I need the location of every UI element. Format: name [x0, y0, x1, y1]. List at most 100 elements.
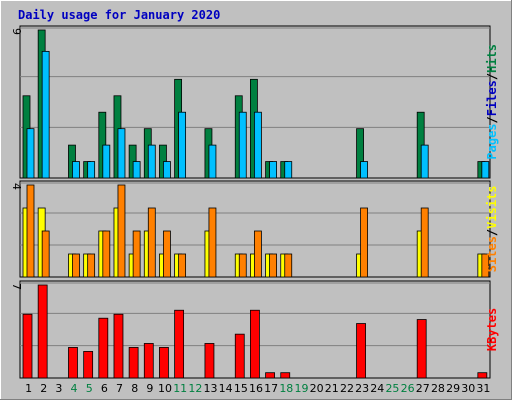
- x-tick-label-day-18: 18: [279, 382, 293, 395]
- panel-3: 7 KBytes: [10, 280, 499, 379]
- x-tick-label-day-29: 29: [446, 382, 460, 395]
- bar-sites-day-18: [284, 253, 293, 278]
- bar-sites-day-8: [132, 230, 141, 278]
- x-tick-label-day-14: 14: [219, 382, 233, 395]
- x-tick-label-day-31: 31: [476, 382, 490, 395]
- x-tick-label-day-9: 9: [146, 382, 153, 395]
- panel-1-legend-label: Pages/Files/Hits: [485, 44, 499, 160]
- bar-kbytes-day-18: [280, 372, 291, 379]
- bar-sites-day-11: [178, 253, 187, 278]
- bar-sites-day-4: [72, 253, 80, 278]
- bar-sites-day-2: [41, 230, 50, 278]
- bar-sites-day-13: [208, 207, 217, 278]
- bar-kbytes-day-27: [416, 319, 427, 379]
- legend-part-kbytes: KBytes: [485, 308, 499, 351]
- bar-sites-day-17: [269, 253, 277, 278]
- bar-files-day-17: [269, 161, 277, 179]
- panel-3-max-label: 7: [10, 283, 23, 290]
- bar-files-day-9: [147, 144, 156, 179]
- x-axis-ticks: 1 2 3 4 5 6 7 8 9 10 11 12 13 14 15 16 17 18 19 20 21 22 23 24 2…: [25, 382, 490, 395]
- x-tick-label-day-22: 22: [340, 382, 354, 395]
- x-tick-label-day-15: 15: [234, 382, 248, 395]
- bar-sites-day-23: [360, 207, 368, 278]
- x-tick-label-day-24: 24: [370, 382, 384, 395]
- bar-files-day-11: [178, 111, 187, 179]
- x-tick-label-day-7: 7: [116, 382, 123, 395]
- x-tick-label-day-6: 6: [101, 382, 108, 395]
- bar-files-day-15: [238, 111, 247, 179]
- x-tick-label-day-28: 28: [431, 382, 445, 395]
- panel-1-max-label: 9: [10, 28, 23, 35]
- bar-kbytes-day-13: [204, 343, 215, 379]
- panel-2-max-label: 4: [10, 183, 23, 190]
- panel-3-legend-label: KBytes: [485, 308, 499, 351]
- bar-kbytes-day-2: [37, 284, 48, 379]
- bar-kbytes-day-23: [356, 323, 366, 379]
- bar-files-day-4: [72, 161, 80, 179]
- bar-files-day-6: [102, 144, 111, 179]
- bar-sites-day-31: [481, 253, 490, 278]
- bar-sites-day-27: [420, 207, 429, 278]
- bar-kbytes-day-10: [159, 347, 169, 379]
- x-tick-label-day-30: 30: [461, 382, 475, 395]
- bar-sites-day-7: [117, 184, 126, 278]
- bar-files-day-13: [208, 144, 217, 179]
- x-tick-label-day-20: 20: [310, 382, 324, 395]
- legend-part-files: Files: [485, 80, 499, 116]
- x-tick-label-day-11: 11: [173, 382, 187, 395]
- bar-sites-day-5: [87, 253, 96, 278]
- bar-kbytes-day-1: [22, 313, 33, 379]
- x-tick-label-day-8: 8: [131, 382, 138, 395]
- x-tick-label-day-27: 27: [416, 382, 430, 395]
- x-tick-label-day-16: 16: [249, 382, 263, 395]
- bar-files-day-16: [254, 111, 262, 179]
- x-tick-label-day-12: 12: [188, 382, 202, 395]
- bar-sites-day-9: [147, 207, 156, 278]
- x-tick-label-day-3: 3: [55, 382, 62, 395]
- bar-hits-day-23: [356, 128, 364, 179]
- x-tick-label-day-26: 26: [401, 382, 415, 395]
- bar-kbytes-day-7: [113, 313, 124, 379]
- bar-files-day-27: [420, 144, 429, 179]
- bar-kbytes-day-6: [98, 317, 109, 379]
- bar-kbytes-day-15: [234, 333, 245, 379]
- legend-part-pages: Pages: [485, 123, 499, 159]
- bar-sites-day-6: [102, 230, 111, 278]
- legend-part-sites: Sites: [485, 236, 499, 272]
- legend-part-slash: /: [485, 73, 499, 80]
- legend-part-hits: Hits: [485, 44, 499, 73]
- bar-kbytes-day-31: [477, 372, 488, 379]
- bar-sites-day-15: [238, 253, 247, 278]
- bar-kbytes-day-11: [174, 309, 185, 379]
- x-tick-label-day-23: 23: [355, 382, 369, 395]
- bar-kbytes-day-8: [128, 347, 139, 379]
- chart-title: Daily usage for January 2020: [18, 8, 220, 22]
- bar-kbytes-day-17: [265, 372, 275, 379]
- bar-files-day-18: [284, 161, 293, 179]
- bar-kbytes-day-16: [250, 309, 260, 379]
- legend-part-visits: Visits: [485, 185, 499, 228]
- bar-kbytes-day-5: [83, 351, 94, 379]
- bar-kbytes-day-9: [143, 343, 154, 379]
- bar-sites-day-10: [163, 230, 171, 278]
- bar-files-day-31: [481, 161, 490, 179]
- bar-files-day-1: [26, 128, 35, 179]
- x-tick-label-day-5: 5: [86, 382, 93, 395]
- x-tick-label-day-19: 19: [294, 382, 308, 395]
- bar-sites-day-1: [26, 184, 35, 278]
- bar-files-day-10: [163, 161, 171, 179]
- x-tick-label-day-10: 10: [158, 382, 172, 395]
- x-tick-label-day-13: 13: [204, 382, 218, 395]
- bar-files-day-23: [360, 161, 368, 179]
- bar-kbytes-day-4: [68, 347, 78, 379]
- bar-sites-day-16: [254, 230, 262, 278]
- bar-files-day-8: [132, 161, 141, 179]
- legend-part-slash: /: [485, 116, 499, 123]
- x-tick-label-day-1: 1: [25, 382, 32, 395]
- bar-files-day-5: [87, 161, 96, 179]
- bar-files-day-7: [117, 128, 126, 179]
- legend-part-slash: /: [485, 229, 499, 236]
